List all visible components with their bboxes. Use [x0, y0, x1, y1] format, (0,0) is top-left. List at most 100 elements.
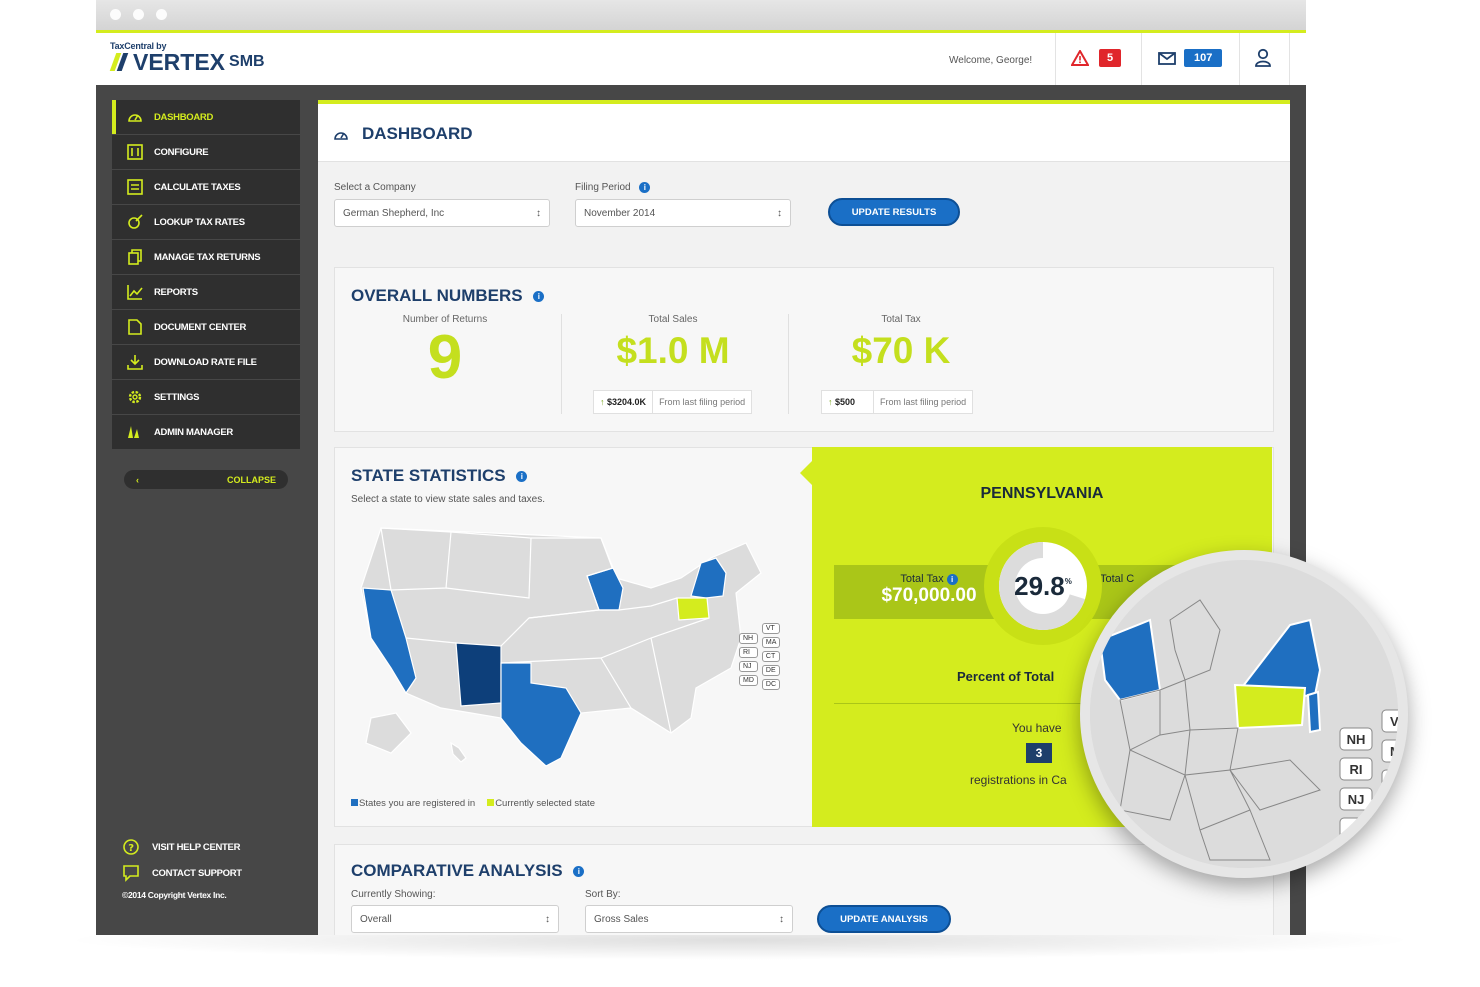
state-tag-ri[interactable]: RI: [739, 647, 758, 658]
filing-period-select[interactable]: November 2014 ↕: [575, 199, 791, 227]
sidebar-item-download-rate-file[interactable]: DOWNLOAD RATE FILE: [112, 345, 300, 379]
sidebar-item-configure[interactable]: CONFIGURE: [112, 135, 300, 169]
window-close-dot[interactable]: [110, 9, 121, 20]
state-tag-vt[interactable]: VT: [761, 623, 781, 634]
support-chat-icon: [123, 865, 139, 882]
sidebar-item-calculate-taxes[interactable]: CALCULATE TAXES: [112, 170, 300, 204]
documents-icon: [126, 248, 144, 266]
select-arrows-icon: ↕: [779, 914, 784, 925]
company-select[interactable]: German Shepherd, Inc ↕: [334, 199, 550, 227]
help-center-link[interactable]: ? VISIT HELP CENTER: [122, 838, 242, 856]
percent-donut: 29.8%: [984, 527, 1102, 645]
sidebar-item-label: CALCULATE TAXES: [154, 181, 241, 193]
state-tag-de[interactable]: DE: [761, 665, 781, 676]
vertex-logo[interactable]: TaxCentral by VERTEX SMB: [109, 41, 265, 74]
configure-icon: [126, 143, 144, 161]
contact-support-link[interactable]: CONTACT SUPPORT: [122, 864, 242, 882]
sidebar-item-manage-tax-returns[interactable]: MANAGE TAX RETURNS: [112, 240, 300, 274]
state-tag-nj[interactable]: NJ: [739, 661, 758, 672]
state-tag-nh[interactable]: NH: [739, 633, 758, 644]
logo-small-text: TaxCentral by: [110, 41, 167, 51]
up-arrow-icon: ↑: [600, 397, 605, 407]
alerts-button[interactable]: 5: [1071, 49, 1122, 67]
state-pennsylvania[interactable]: [676, 597, 710, 621]
mag-state-borders: [1119, 679, 1321, 861]
info-icon[interactable]: i: [946, 573, 958, 585]
state-california[interactable]: [362, 587, 417, 695]
us-map[interactable]: [351, 518, 791, 778]
contact-support-label: CONTACT SUPPORT: [152, 867, 242, 879]
select-arrows-icon: ↕: [545, 914, 550, 925]
total-tax-stat: Total Tax $70 K: [821, 314, 981, 377]
window-minimize-dot[interactable]: [133, 9, 144, 20]
mag-tag-ri: RI: [1350, 762, 1363, 777]
tax-delta: ↑ $500 From last filing period: [821, 390, 974, 414]
state-statistics-title: STATE STATISTICS i: [351, 466, 528, 486]
sidebar-item-document-center[interactable]: DOCUMENT CENTER: [112, 310, 300, 344]
state-new-mexico[interactable]: [455, 642, 502, 707]
state-tag-md[interactable]: MD: [739, 675, 758, 686]
collapse-label: COLLAPSE: [226, 474, 276, 485]
state-hawaii[interactable]: [450, 741, 467, 763]
comparative-analysis-panel: COMPARATIVE ANALYSIS i Currently Showing…: [334, 844, 1274, 935]
info-icon[interactable]: i: [533, 291, 545, 303]
state-total-tax-value: $70,000.00: [881, 585, 977, 606]
mag-tag-md: M: [1351, 822, 1362, 837]
sidebar-item-reports[interactable]: REPORTS: [112, 275, 300, 309]
messages-button[interactable]: 107: [1158, 49, 1223, 67]
info-icon[interactable]: i: [639, 182, 651, 193]
sidebar-item-settings[interactable]: SETTINGS: [112, 380, 300, 414]
returns-label: Number of Returns: [402, 314, 488, 325]
window-maximize-dot[interactable]: [156, 9, 167, 20]
state-new-york[interactable]: [690, 557, 727, 599]
tax-delta-value: ↑ $500: [822, 391, 875, 413]
dashboard-header: DASHBOARD: [318, 104, 1290, 162]
currently-showing-value: Overall: [360, 914, 392, 925]
currently-showing-select[interactable]: Overall ↕: [351, 905, 559, 933]
sales-delta: ↑ $3204.0K From last filing period: [593, 390, 753, 414]
sidebar-item-label: REPORTS: [154, 286, 198, 298]
donut-hole: [1015, 558, 1071, 614]
gear-icon: [126, 388, 144, 406]
state-alaska[interactable]: [365, 712, 412, 754]
info-icon[interactable]: i: [516, 471, 528, 483]
chevron-left-icon: ‹: [136, 474, 139, 485]
calculator-icon: [126, 178, 144, 196]
state-tag-dc[interactable]: DC: [761, 679, 781, 690]
registrations-text: registrations in Ca: [970, 773, 1067, 787]
lookup-icon: [126, 213, 144, 231]
up-arrow-icon: ↑: [828, 397, 833, 407]
download-icon: [126, 353, 144, 371]
app-header: TaxCentral by VERTEX SMB Welcome, George…: [96, 30, 1306, 85]
magnified-map: NH RI NJ M V M M: [1090, 580, 1398, 868]
alerts-count-badge: 5: [1099, 49, 1122, 67]
svg-text:?: ?: [128, 843, 134, 854]
update-analysis-button[interactable]: UPDATE ANALYSIS: [817, 905, 951, 933]
sidebar-item-dashboard[interactable]: DASHBOARD: [112, 100, 300, 134]
select-arrows-icon: ↕: [536, 208, 541, 219]
legend-registered: States you are registered in: [351, 798, 475, 809]
sidebar-item-label: DOWNLOAD RATE FILE: [154, 356, 257, 368]
sidebar-item-label: DASHBOARD: [154, 111, 214, 123]
legend-selected: Currently selected state: [487, 798, 595, 809]
sidebar-item-admin-manager[interactable]: ADMIN MANAGER: [112, 415, 300, 449]
total-tax-label: Total Tax: [881, 314, 921, 325]
sidebar-item-label: SETTINGS: [154, 391, 200, 403]
total-sales-label: Total Sales: [648, 314, 698, 325]
sidebar-item-label: MANAGE TAX RETURNS: [154, 251, 261, 263]
user-icon: [1255, 48, 1271, 67]
total-sales-stat: Total Sales $1.0 M: [593, 314, 753, 377]
state-tag-ct[interactable]: CT: [761, 651, 781, 662]
user-profile-button[interactable]: [1254, 48, 1272, 73]
sort-by-value: Gross Sales: [594, 914, 649, 925]
info-icon[interactable]: i: [573, 866, 585, 878]
sidebar-item-label: CONFIGURE: [154, 146, 209, 158]
sidebar-item-lookup-tax-rates[interactable]: LOOKUP TAX RATES: [112, 205, 300, 239]
vertex-mark-icon: [109, 53, 130, 71]
filter-bar: Select a Company German Shepherd, Inc ↕ …: [318, 162, 1290, 248]
state-tag-ma[interactable]: MA: [761, 637, 781, 648]
collapse-sidebar-button[interactable]: ‹ COLLAPSE: [124, 470, 288, 489]
state-texas[interactable]: [500, 662, 582, 767]
update-results-button[interactable]: UPDATE RESULTS: [828, 198, 960, 226]
sort-by-select[interactable]: Gross Sales ↕: [585, 905, 793, 933]
